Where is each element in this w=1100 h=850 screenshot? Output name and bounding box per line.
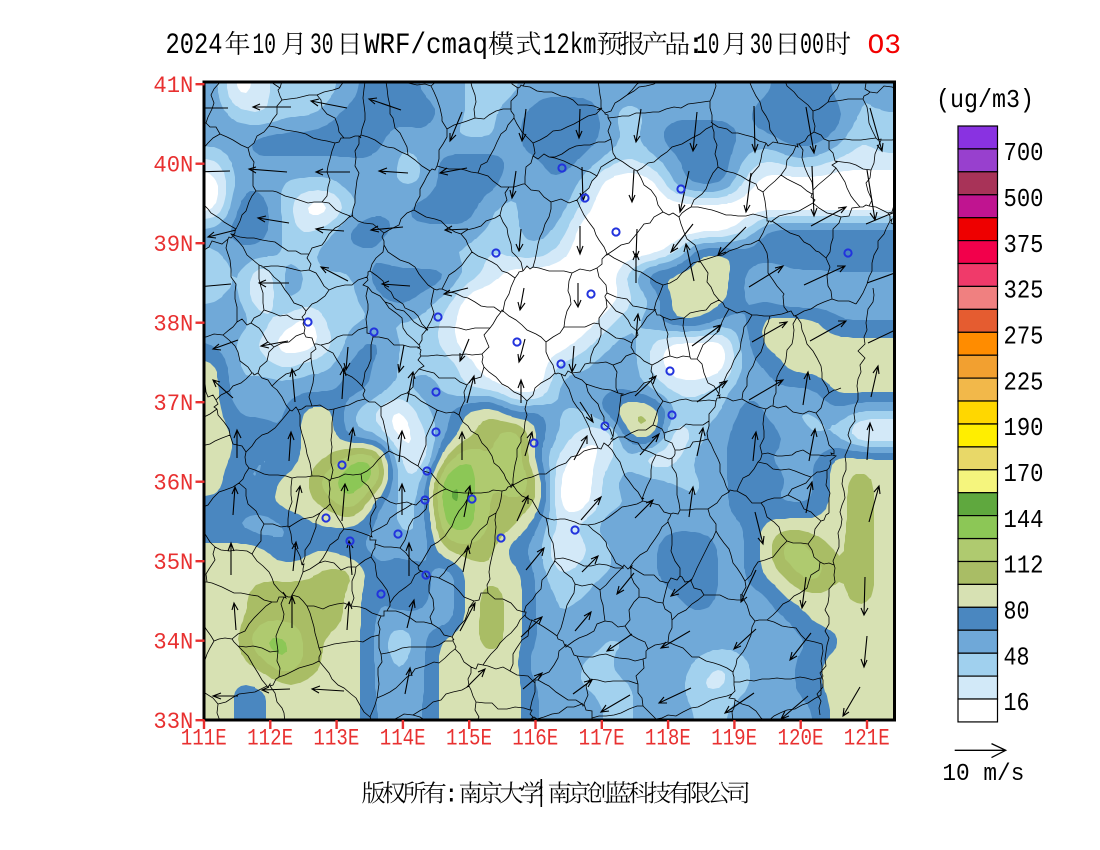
svg-text:16: 16: [1004, 688, 1030, 718]
svg-text:10: 10: [696, 29, 719, 63]
svg-text:275: 275: [1004, 322, 1044, 352]
svg-text:325: 325: [1004, 276, 1044, 306]
svg-text:144: 144: [1004, 505, 1044, 535]
svg-text:190: 190: [1004, 413, 1044, 443]
svg-text:00: 00: [800, 29, 824, 63]
svg-text:WRF/cmaq: WRF/cmaq: [364, 29, 488, 63]
svg-text::: :: [444, 783, 458, 810]
svg-text:121E: 121E: [844, 726, 890, 752]
svg-text:225: 225: [1004, 367, 1044, 397]
svg-text:48: 48: [1004, 642, 1030, 672]
svg-text:(ug/m3): (ug/m3): [936, 85, 1034, 115]
svg-text:O3: O3: [868, 31, 902, 62]
svg-text:111E: 111E: [181, 726, 227, 752]
svg-text:117E: 117E: [579, 726, 625, 752]
svg-text:39N: 39N: [153, 232, 193, 258]
svg-text:170: 170: [1004, 459, 1044, 489]
svg-text:112: 112: [1004, 551, 1044, 581]
svg-text:116E: 116E: [512, 726, 558, 752]
svg-text:41N: 41N: [153, 73, 193, 99]
svg-text:113E: 113E: [313, 726, 359, 752]
svg-text:112E: 112E: [247, 726, 293, 752]
svg-text:36N: 36N: [153, 470, 193, 496]
svg-text:30: 30: [750, 29, 773, 63]
svg-text:375: 375: [1004, 230, 1044, 260]
svg-text:114E: 114E: [380, 726, 426, 752]
svg-text:2024: 2024: [166, 29, 223, 63]
svg-text:115E: 115E: [446, 726, 492, 752]
svg-text:80: 80: [1004, 597, 1030, 627]
svg-text::: :: [687, 29, 705, 63]
svg-text:119E: 119E: [711, 726, 757, 752]
svg-text:40N: 40N: [153, 152, 193, 178]
svg-text:38N: 38N: [153, 311, 193, 337]
svg-text:37N: 37N: [153, 391, 193, 417]
svg-text:34N: 34N: [153, 629, 193, 655]
svg-text:10: 10: [253, 29, 277, 63]
svg-text:30: 30: [310, 29, 334, 63]
svg-text:500: 500: [1004, 184, 1044, 214]
svg-text:33N: 33N: [153, 709, 193, 735]
svg-text:10 m/s: 10 m/s: [942, 761, 1024, 788]
svg-text:12km: 12km: [543, 29, 597, 63]
svg-text:35N: 35N: [153, 550, 193, 576]
svg-text:118E: 118E: [645, 726, 691, 752]
svg-text:120E: 120E: [778, 726, 824, 752]
svg-text:700: 700: [1004, 138, 1044, 168]
